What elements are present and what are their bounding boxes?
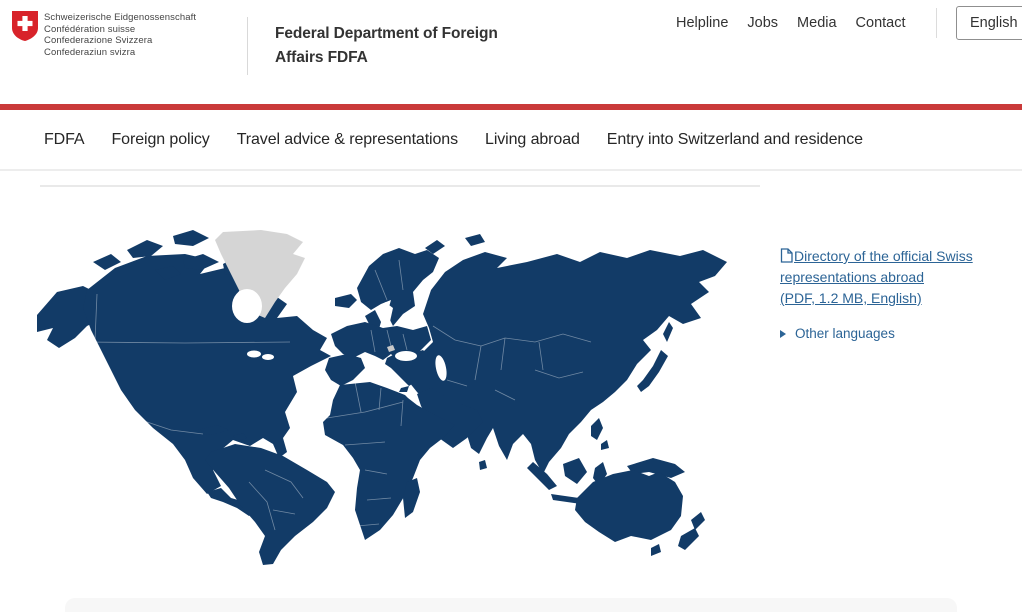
meta-link-jobs[interactable]: Jobs (747, 15, 779, 31)
department-title[interactable]: Federal Department of Foreign Affairs FD… (275, 25, 498, 66)
swiss-coat-of-arms-icon[interactable] (11, 10, 39, 42)
wordmark-line: Schweizerische Eidgenossenschaft (44, 12, 197, 23)
content-divider (40, 185, 760, 187)
wordmark-line: Confédération suisse (44, 23, 136, 35)
meta-link-contact[interactable]: Contact (855, 15, 906, 31)
accent-red-bar (0, 104, 1022, 110)
pdf-icon (780, 248, 793, 263)
other-languages-label: Other languages (795, 326, 895, 341)
nav-item-fdfa[interactable]: FDFA (44, 130, 85, 148)
nav-item-foreign-policy[interactable]: Foreign policy (111, 130, 210, 148)
directory-link-filesize: (PDF, 1.2 MB, English) (780, 290, 922, 306)
nav-item-entry-switzerland[interactable]: Entry into Switzerland and residence (606, 130, 863, 148)
world-map-land (37, 230, 727, 565)
meta-link-helpline[interactable]: Helpline (676, 15, 729, 31)
nav-item-living-abroad[interactable]: Living abroad (485, 130, 580, 148)
confederation-wordmark[interactable]: Schweizerische Eidgenossenschaft Confédé… (44, 12, 196, 58)
switzerland-region (387, 345, 395, 352)
meta-link-media[interactable]: Media (797, 15, 837, 31)
bottom-panel (65, 598, 957, 612)
wordmark-line: Confederazione Svizzera (44, 35, 153, 47)
map-country-borders (84, 259, 592, 531)
chevron-right-icon (780, 329, 786, 338)
meta-divider (936, 8, 937, 38)
greenland-region (215, 230, 305, 318)
directory-link-text: Directory of the official Swiss represen… (780, 248, 973, 285)
main-nav: FDFA Foreign policy Travel advice & repr… (0, 110, 1022, 171)
header-divider (247, 17, 248, 75)
meta-nav: Helpline Jobs Media Contact (676, 15, 906, 31)
nav-item-travel-advice[interactable]: Travel advice & representations (236, 130, 459, 148)
world-map[interactable] (35, 230, 765, 565)
directory-pdf-link[interactable]: Directory of the official Swiss represen… (780, 246, 980, 309)
wordmark-line: Confederaziun svizra (44, 46, 136, 58)
language-selector-button[interactable]: English (956, 6, 1022, 40)
site-header: Schweizerische Eidgenossenschaft Confédé… (0, 0, 1022, 104)
sidebar: Directory of the official Swiss represen… (780, 246, 980, 341)
other-languages-link[interactable]: Other languages (780, 326, 980, 341)
map-water-bodies (232, 289, 447, 381)
